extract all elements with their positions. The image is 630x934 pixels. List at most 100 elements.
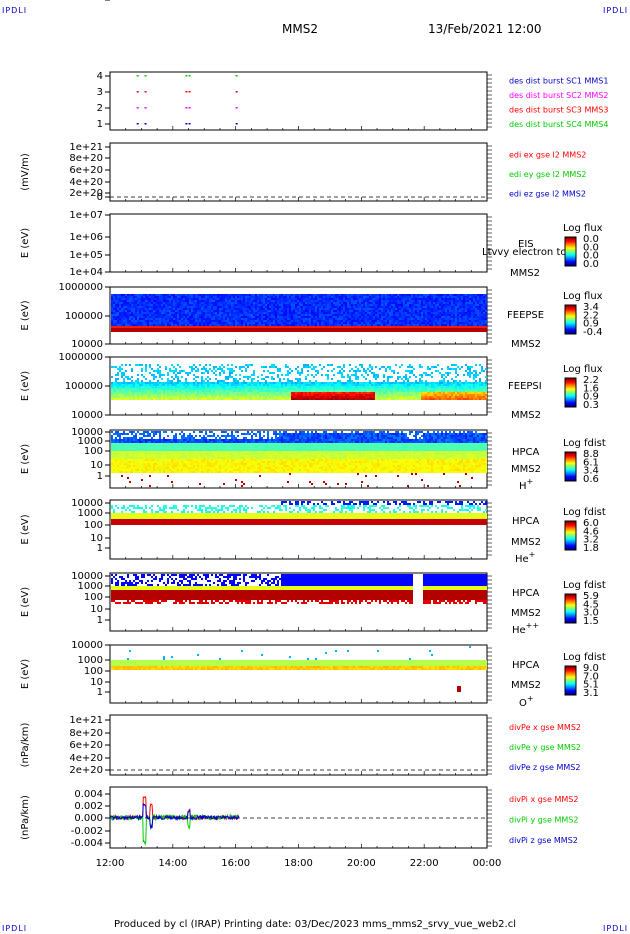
spectrogram-cell [359,310,361,312]
spectrogram-cell [261,324,263,326]
spectrogram-cell [305,300,307,302]
spectrogram-cell [125,396,127,398]
spectrogram-cell [437,298,439,300]
spectrogram-cell [427,308,429,310]
spectrogram-cell [135,384,137,386]
spectrogram-cell [115,366,117,368]
spectrogram-cell [233,300,235,302]
spectrogram-cell [135,312,137,314]
spectrogram-cell [203,372,205,374]
spectrogram-cell [401,316,403,318]
spectrogram-cell [409,306,411,308]
spectrogram-cell [145,302,147,304]
spectrogram-cell [263,330,265,332]
spectrogram-cell [327,322,329,324]
spectrogram-cell [407,328,409,330]
spectrogram-cell [381,304,383,306]
spectrogram-cell [163,326,165,328]
spectrogram-cell [353,324,355,326]
spectrogram-cell [353,318,355,320]
spectrogram-cell [377,300,379,302]
spectrogram-cell [207,372,209,374]
spectrogram-cell [349,310,351,312]
spectrogram-cell [149,386,151,388]
spectrogram-cell [457,312,459,314]
spectrogram-cell [229,302,231,304]
spectrogram-cell [121,384,123,386]
spectrogram-cell [413,316,415,318]
spectrogram-cell [171,308,173,310]
spectrogram-cell [129,316,131,318]
spectrogram-cell [381,324,383,326]
spectrogram-cell [143,328,145,330]
spectrogram-cell [221,300,223,302]
spectrogram-cell [309,322,311,324]
spectrogram-cell [371,294,373,296]
spectrogram-cell [435,314,437,316]
spectrogram-cell [281,316,283,318]
spectrogram-cell [205,302,207,304]
spectrogram-cell [387,310,389,312]
spectrogram-cell [173,330,175,332]
spectrogram-cell [407,306,409,308]
spectrogram-cell [265,318,267,320]
spectrogram-cell [393,314,395,316]
spectrogram-cell [335,312,337,314]
spectrogram-cell [409,318,411,320]
spectrogram-cell [485,294,487,296]
spectrogram-cell [195,304,197,306]
spectrogram-cell [205,330,207,332]
spectrogram-cell [391,308,393,310]
spectrogram-cell [279,314,281,316]
spectrogram-cell [191,316,193,318]
spectrogram-cell [443,316,445,318]
spectrogram-cell [233,294,235,296]
spectrogram-cell [463,310,465,312]
spectrogram-cell [475,318,477,320]
spectrogram-cell [259,328,261,330]
burst-marker [145,91,147,93]
spectrogram-cell [209,296,211,298]
spectrogram-cell [375,300,377,302]
spectrogram-cell [311,330,313,332]
spectrogram-cell [153,318,155,320]
spectrogram-cell [433,306,435,308]
y-tick-label-hpca-he: 1 [97,543,103,554]
spectrogram-cell [451,326,453,328]
spectrogram-cell [189,302,191,304]
spectrogram-cell [125,308,127,310]
spectrogram-cell [447,314,449,316]
spectrogram-cell [129,390,131,392]
spectrogram-cell [393,308,395,310]
spectrogram-cell [421,302,423,304]
spectrogram-cell [161,330,163,332]
spectrogram-cell [339,294,341,296]
spectrogram-cell [401,322,403,324]
spectrogram-cell [433,298,435,300]
spectrogram-cell [333,314,335,316]
spectrogram-cell [333,296,335,298]
legend-entry-des-dist: des dist burst SC3 MMS3 [509,106,608,115]
spectrogram-cell [189,366,191,368]
spectrogram-cell [385,322,387,324]
spectrogram-cell [463,318,465,320]
spectrogram-cell [367,300,369,302]
spectrogram-cell [375,296,377,298]
spectrogram-cell [357,328,359,330]
y-tick-label-edi: 0 [97,192,103,203]
spectrogram-cell [179,324,181,326]
spectrogram-cell [221,298,223,300]
spectrogram-cell [171,314,173,316]
spectrogram-cell [219,326,221,328]
spectrogram-cell [135,298,137,300]
spectrogram-cell [165,382,167,384]
spectrogram-cell [255,294,257,296]
spectrogram-cell [459,328,461,330]
spectrogram-cell [245,308,247,310]
spectrogram-cell [339,302,341,304]
spectrogram-cell [227,330,229,332]
spectrogram-cell [197,300,199,302]
spectrogram-cell [389,316,391,318]
spectrogram-cell [117,316,119,318]
spectrogram-cell [345,314,347,316]
